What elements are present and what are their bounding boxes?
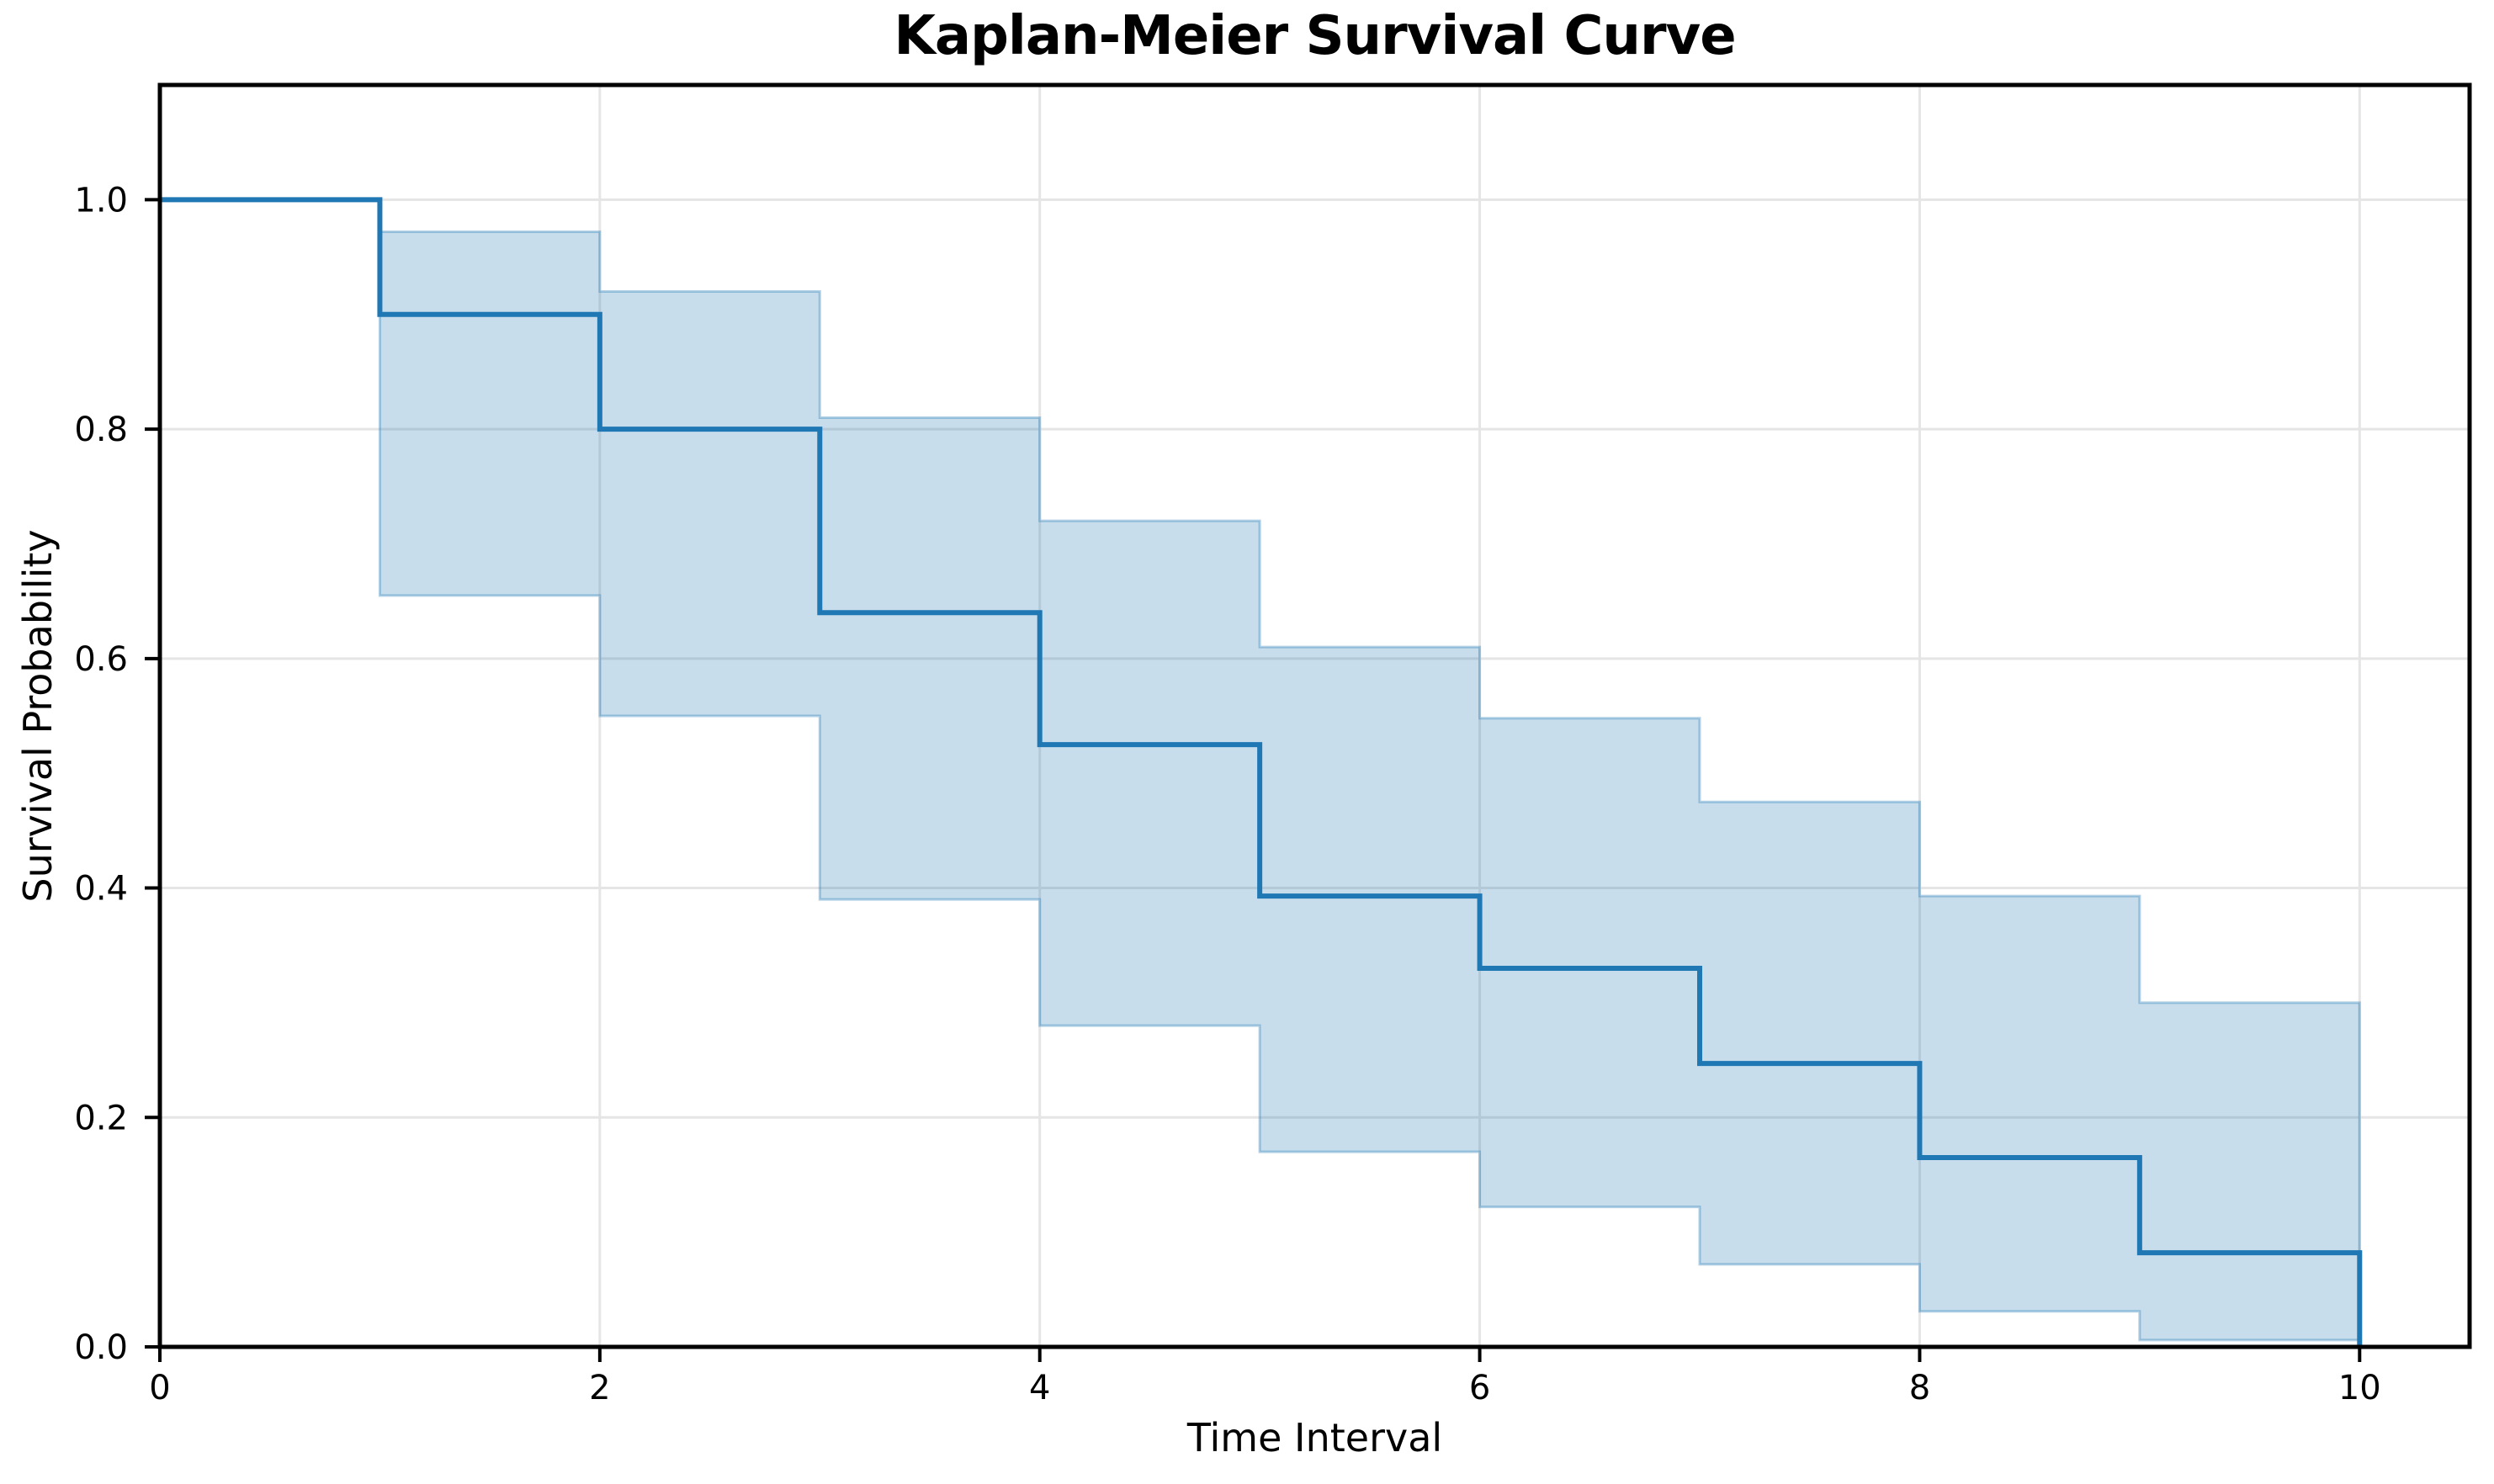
confidence-band [378,231,2361,1342]
y-tick-label: 0.0 [74,1328,128,1367]
x-tick-label: 6 [1469,1369,1490,1407]
y-tick-label: 0.6 [74,640,128,679]
x-tick-label: 0 [149,1369,170,1407]
y-tick-label: 1.0 [74,181,128,220]
x-tick-label: 10 [2338,1369,2381,1407]
chart-title: Kaplan-Meier Survival Curve [894,5,1736,67]
x-axis-label: Time Interval [1186,1415,1443,1460]
survival-curve [160,197,2363,1347]
x-tick-label: 2 [589,1369,610,1407]
y-tick-label: 0.8 [74,411,128,449]
y-tick-label: 0.4 [74,870,128,909]
axes-frame [157,82,2472,1349]
x-tick-label: 8 [1909,1369,1930,1407]
y-tick-label: 0.2 [74,1099,128,1137]
x-tick-label: 4 [1029,1369,1050,1407]
